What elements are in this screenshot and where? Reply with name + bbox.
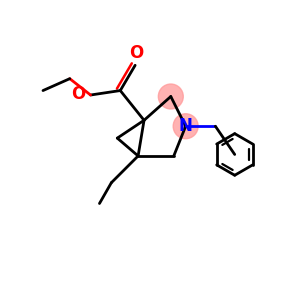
Circle shape	[173, 114, 198, 139]
Text: O: O	[130, 44, 144, 62]
Text: O: O	[71, 85, 85, 103]
Circle shape	[158, 84, 183, 109]
Text: N: N	[179, 117, 193, 135]
